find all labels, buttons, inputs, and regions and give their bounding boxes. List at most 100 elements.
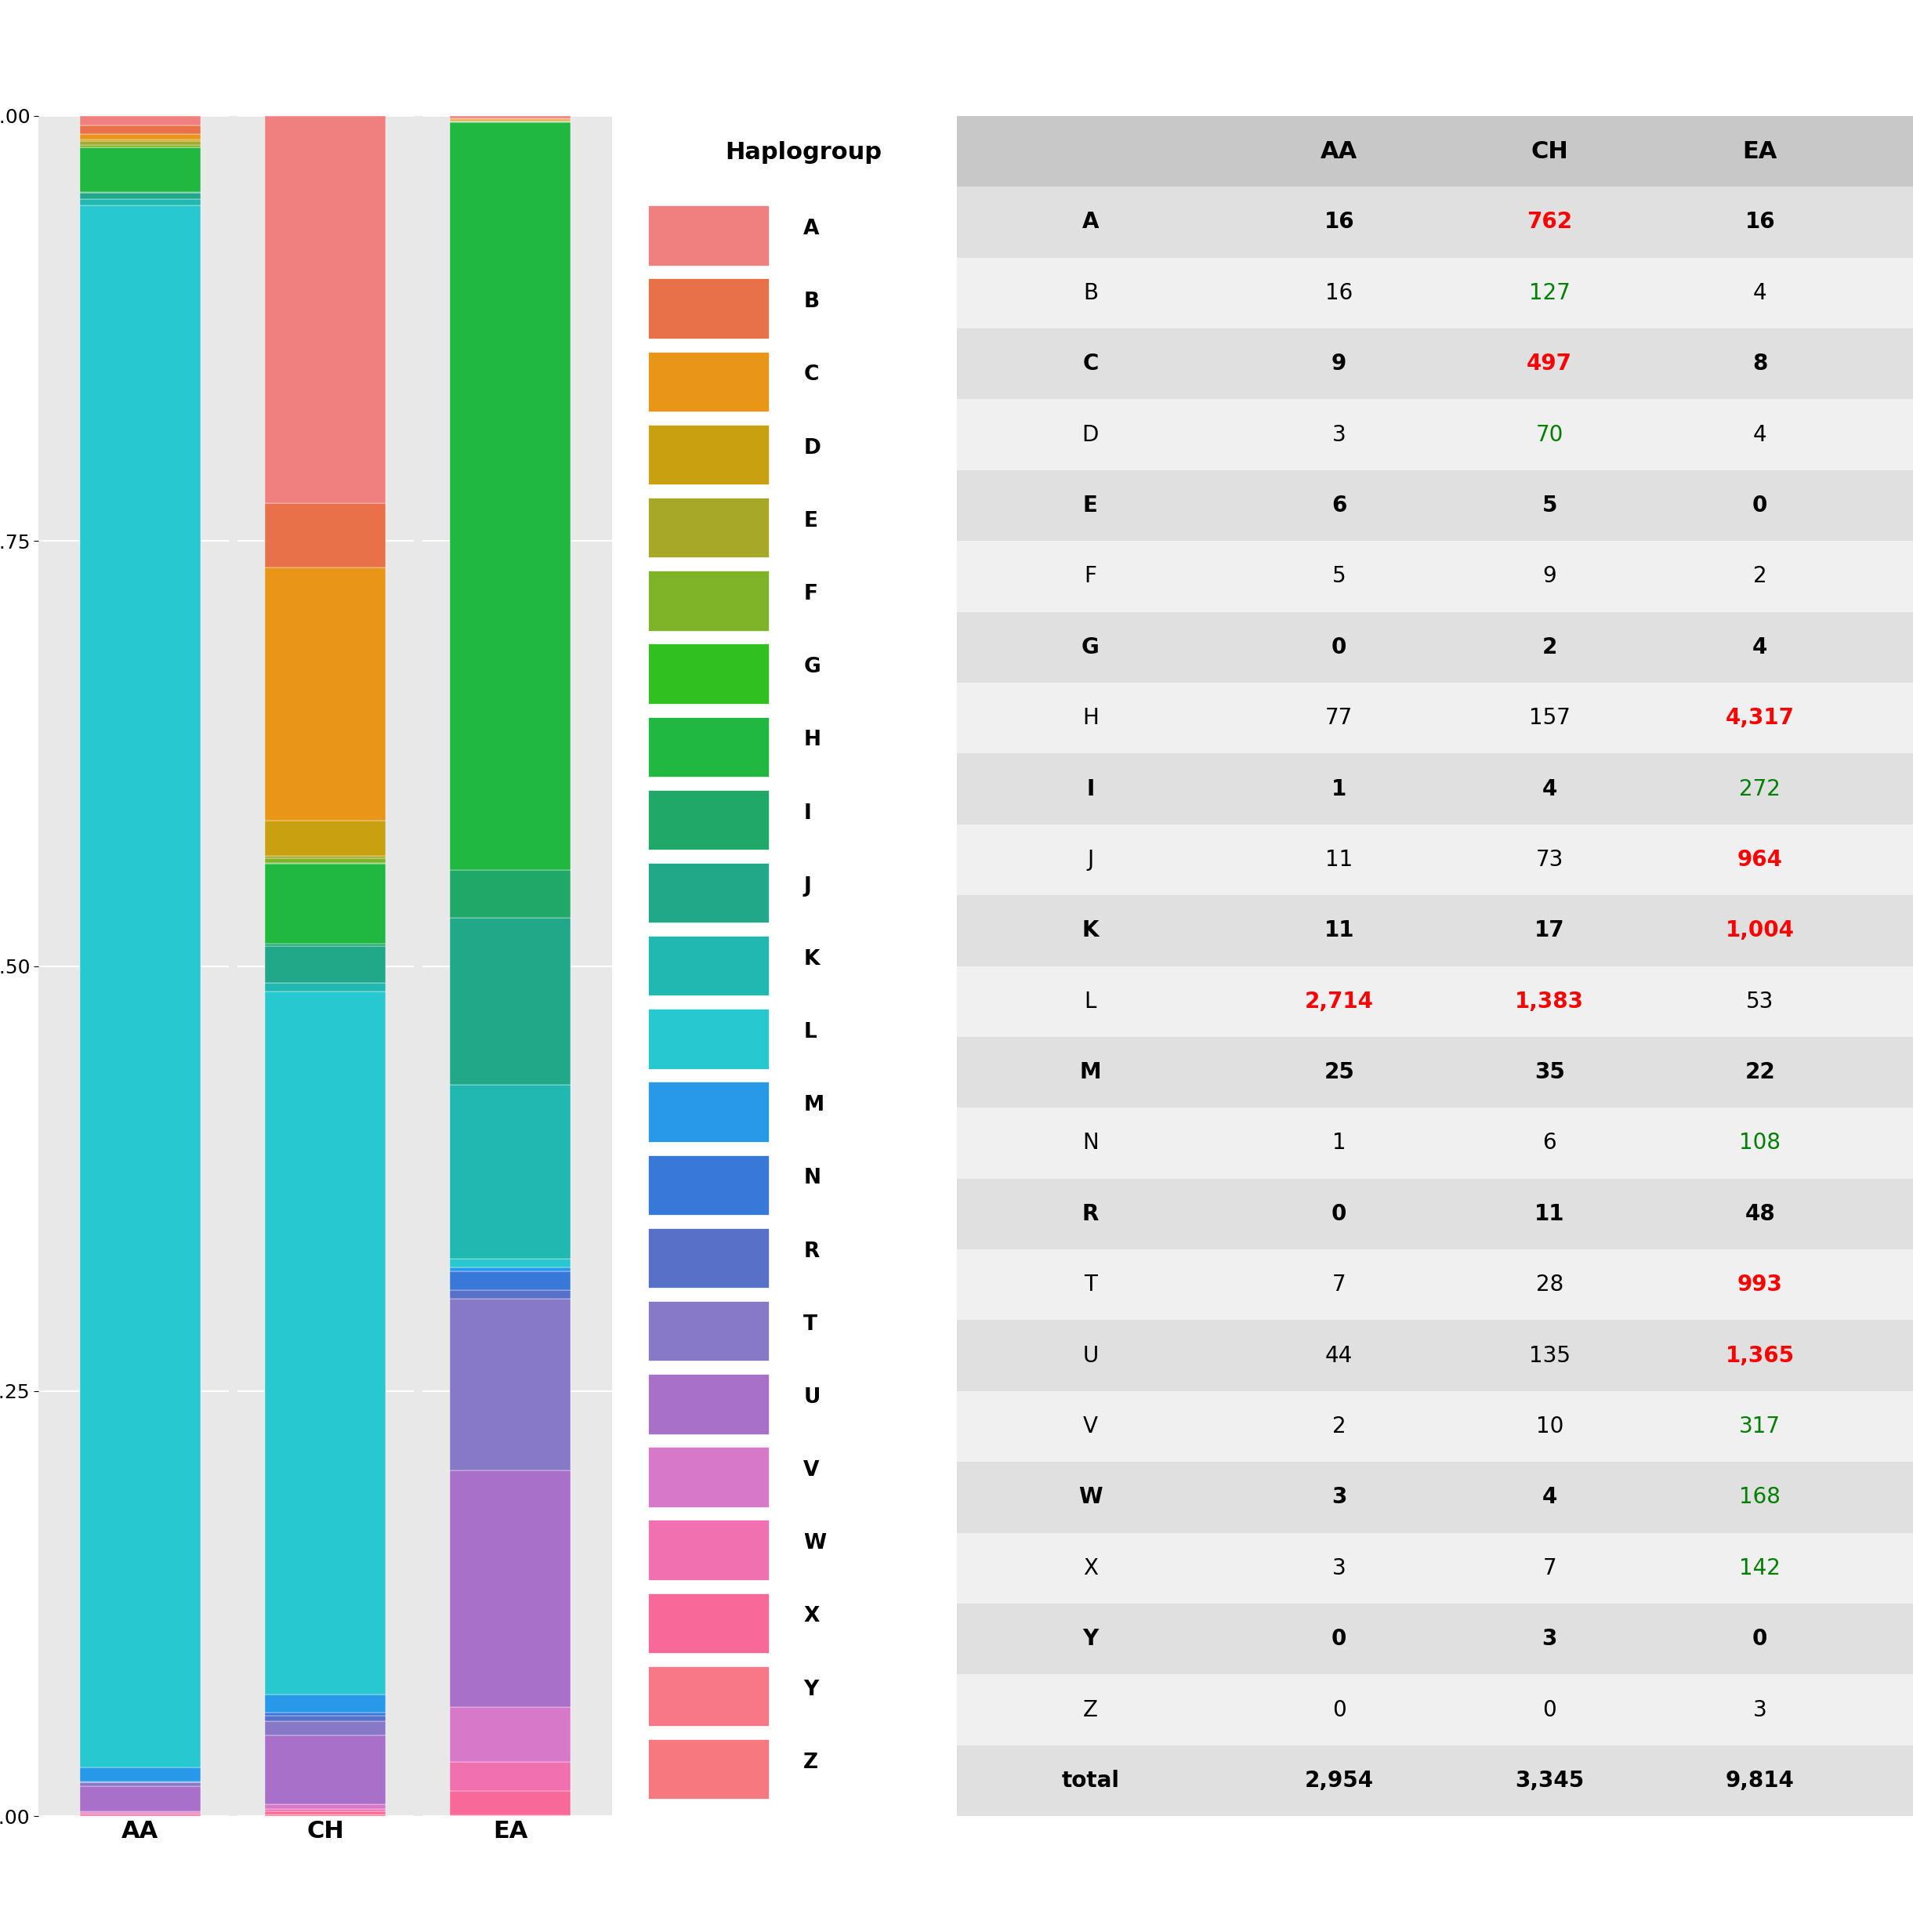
Text: 9: 9	[1542, 566, 1557, 587]
Text: M: M	[1079, 1061, 1102, 1084]
Text: 16: 16	[1745, 211, 1775, 234]
Bar	[80, 135, 201, 139]
Text: CH: CH	[1530, 139, 1569, 162]
Text: 10: 10	[1536, 1416, 1563, 1437]
Text: B: B	[1083, 282, 1098, 303]
Text: 16: 16	[1324, 211, 1354, 234]
Text: M: M	[803, 1095, 825, 1115]
Text: 272: 272	[1739, 779, 1781, 800]
Text: W: W	[1079, 1486, 1102, 1509]
Bar	[956, 1320, 1913, 1391]
Text: 4: 4	[1542, 1486, 1557, 1509]
Bar	[956, 1463, 1913, 1532]
Bar	[956, 116, 1913, 187]
Bar	[956, 1391, 1913, 1463]
Text: 53: 53	[1747, 991, 1773, 1012]
Text: 2,714: 2,714	[1305, 991, 1374, 1012]
Text: 0: 0	[1752, 1629, 1768, 1650]
Bar	[266, 1808, 385, 1810]
Text: Z: Z	[1083, 1698, 1098, 1721]
Bar	[80, 141, 201, 145]
Text: Z: Z	[803, 1752, 819, 1774]
Text: 127: 127	[1528, 282, 1571, 303]
Text: 35: 35	[1534, 1061, 1565, 1084]
Text: 4: 4	[1752, 423, 1768, 446]
Bar	[80, 199, 201, 205]
Bar	[649, 864, 769, 923]
Text: 3: 3	[1331, 423, 1347, 446]
Text: 1,383: 1,383	[1515, 991, 1584, 1012]
Text: 1: 1	[1331, 1132, 1347, 1153]
Bar	[80, 193, 201, 199]
Bar	[649, 643, 769, 703]
Bar	[649, 1447, 769, 1507]
Text: 168: 168	[1739, 1486, 1781, 1509]
Text: 25: 25	[1324, 1061, 1354, 1084]
Text: Y: Y	[803, 1679, 819, 1700]
Bar	[450, 1271, 570, 1291]
Text: 0: 0	[1752, 495, 1768, 516]
Bar	[649, 498, 769, 558]
Bar	[450, 122, 570, 871]
Bar	[266, 858, 385, 864]
Bar	[450, 116, 570, 118]
Text: 73: 73	[1536, 848, 1563, 871]
Text: W: W	[803, 1534, 826, 1553]
Bar	[649, 1082, 769, 1142]
Text: T: T	[803, 1314, 817, 1335]
Text: G: G	[1081, 636, 1100, 659]
Bar	[649, 205, 769, 265]
Text: 6: 6	[1542, 1132, 1557, 1153]
Text: 44: 44	[1326, 1345, 1352, 1366]
Text: V: V	[803, 1461, 819, 1480]
Bar	[649, 1739, 769, 1799]
Bar	[956, 1250, 1913, 1320]
Text: 3,345: 3,345	[1515, 1770, 1584, 1791]
Bar	[266, 1712, 385, 1716]
Bar	[956, 400, 1913, 469]
Text: 8: 8	[1752, 354, 1768, 375]
Bar	[266, 991, 385, 1694]
Text: U: U	[1083, 1345, 1098, 1366]
Bar	[80, 205, 201, 1768]
Text: U: U	[803, 1387, 821, 1408]
Text: 11: 11	[1326, 848, 1352, 871]
Bar	[80, 116, 201, 126]
Bar	[450, 918, 570, 1084]
Text: 0: 0	[1331, 1629, 1347, 1650]
Bar	[956, 682, 1913, 753]
Text: 16: 16	[1326, 282, 1352, 303]
Bar	[80, 1787, 201, 1812]
Text: A: A	[803, 218, 819, 240]
Text: G: G	[803, 657, 821, 678]
Text: 17: 17	[1534, 920, 1565, 941]
Bar	[266, 1810, 385, 1814]
Text: Y: Y	[1083, 1629, 1098, 1650]
Bar	[266, 983, 385, 991]
Bar	[450, 1084, 570, 1258]
Text: 0: 0	[1542, 1698, 1557, 1721]
Text: 5: 5	[1542, 495, 1557, 516]
Bar	[956, 1179, 1913, 1250]
Text: 108: 108	[1739, 1132, 1781, 1153]
Text: AA: AA	[1320, 139, 1358, 162]
Text: 135: 135	[1528, 1345, 1571, 1366]
Bar	[649, 790, 769, 850]
Bar	[956, 753, 1913, 825]
Bar	[956, 825, 1913, 895]
Bar	[266, 1716, 385, 1721]
Text: 993: 993	[1737, 1273, 1783, 1296]
Bar	[956, 469, 1913, 541]
Bar	[266, 116, 385, 502]
Text: C: C	[803, 365, 819, 384]
Text: 0: 0	[1331, 1698, 1347, 1721]
Bar	[649, 1665, 769, 1725]
Text: A: A	[1083, 211, 1098, 234]
Bar	[450, 1791, 570, 1816]
Bar	[80, 1768, 201, 1781]
Text: E: E	[803, 510, 817, 531]
Bar	[649, 570, 769, 630]
Bar	[450, 1470, 570, 1708]
Text: 3: 3	[1542, 1629, 1557, 1650]
Bar	[649, 1520, 769, 1580]
